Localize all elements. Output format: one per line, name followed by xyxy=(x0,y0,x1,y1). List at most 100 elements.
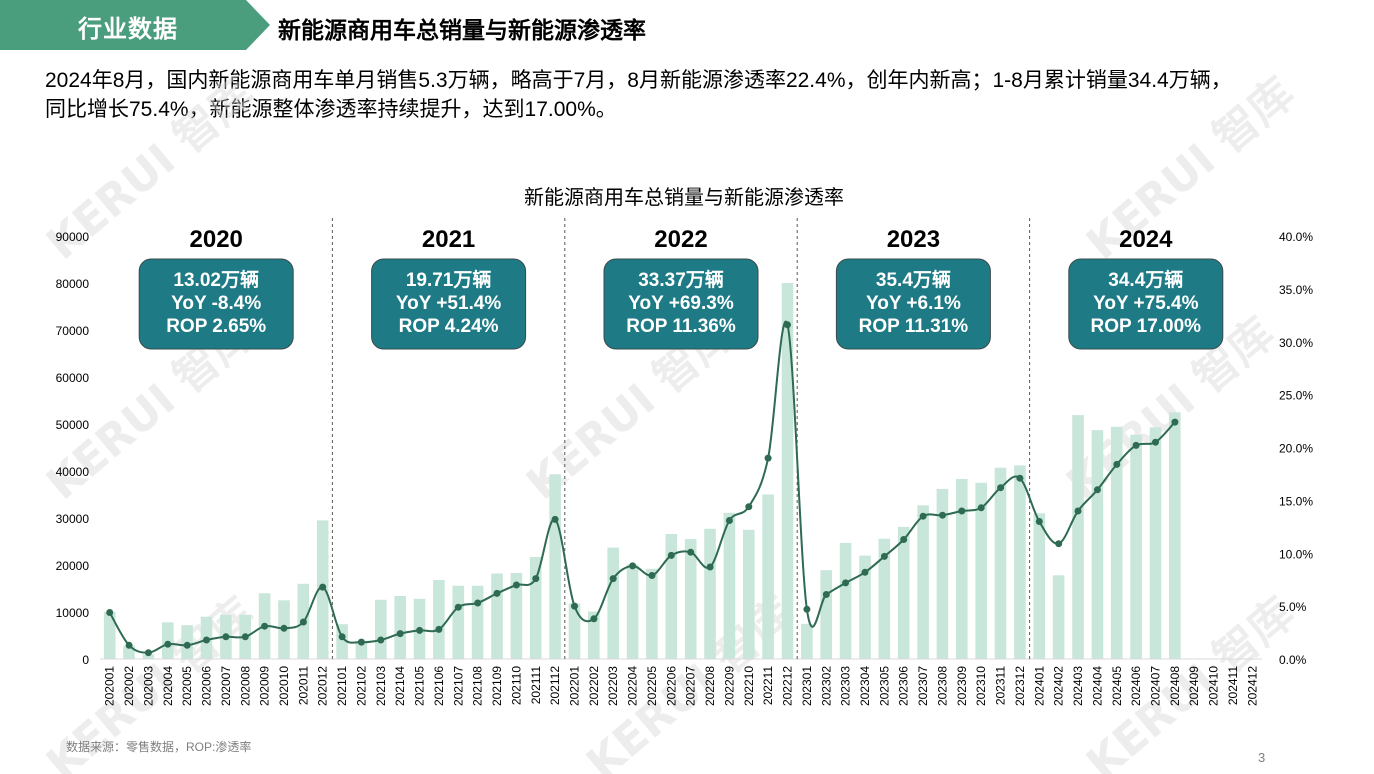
x-axis-tick-label: 202309 xyxy=(955,666,969,706)
sales-bar xyxy=(994,467,1007,659)
x-axis-tick-label: 202004 xyxy=(161,666,175,706)
x-axis-tick-label: 202002 xyxy=(122,666,136,706)
penetration-point xyxy=(590,615,598,623)
x-axis-tick-label: 202102 xyxy=(354,666,368,706)
sales-bar xyxy=(1033,513,1046,659)
sales-bar xyxy=(471,585,484,659)
penetration-point xyxy=(861,568,869,576)
penetration-point xyxy=(745,503,753,511)
x-axis-tick-label: 202005 xyxy=(180,666,194,706)
penetration-line-series xyxy=(106,320,1179,657)
x-axis-tick-label: 202211 xyxy=(761,666,775,705)
x-axis-tick-label: 202205 xyxy=(645,666,659,706)
x-axis-tick-label: 202202 xyxy=(587,666,601,706)
annotation-box-bg xyxy=(1068,258,1224,350)
right-axis-tick-label: 35.0% xyxy=(1279,283,1313,297)
annotation-yoy: YoY +75.4% xyxy=(1093,293,1199,314)
x-axis-tick-label: 202011 xyxy=(296,666,310,705)
year-labels: 2020 2021 2022 2023 2024 xyxy=(190,226,1174,253)
sales-bar xyxy=(704,528,716,659)
x-axis-tick-label: 202402 xyxy=(1052,666,1066,706)
x-axis-tick-label: 202103 xyxy=(374,666,388,706)
sales-bar xyxy=(336,624,348,659)
data-source-note: 数据来源：零售数据，ROP:渗透率 xyxy=(66,740,252,754)
annotation-sales: 13.02万辆 xyxy=(173,268,259,291)
penetration-point xyxy=(764,454,772,462)
penetration-point xyxy=(493,589,501,597)
right-axis-tick-label: 0.0% xyxy=(1279,653,1307,667)
sales-bar xyxy=(123,645,135,659)
sales-bar xyxy=(743,529,755,660)
sales-bar xyxy=(626,564,639,659)
x-axis-tick-label: 202407 xyxy=(1149,666,1163,706)
sales-bar xyxy=(820,570,832,659)
penetration-point xyxy=(784,321,791,329)
x-axis-tick-label: 202302 xyxy=(819,666,833,706)
penetration-point xyxy=(512,581,520,589)
left-axis-tick-label: 70000 xyxy=(56,324,90,338)
section-tag: 行业数据 xyxy=(0,0,272,50)
x-axis-tick-label: 202207 xyxy=(684,666,698,706)
penetration-point xyxy=(842,579,850,587)
sales-bar xyxy=(1091,430,1104,659)
x-axis-tick-label: 202007 xyxy=(219,666,233,706)
sales-bar xyxy=(1110,426,1123,659)
summary-line-1: 2024年8月，国内新能源商用车单月销售5.3万辆，略高于7月，8月新能源渗透率… xyxy=(45,69,1232,92)
left-axis-tick-label: 30000 xyxy=(56,512,90,526)
annotation-box-bg xyxy=(371,258,527,350)
page-title: 新能源商用车总销量与新能源渗透率 xyxy=(278,17,646,43)
x-axis-tick-label: 202208 xyxy=(703,666,717,706)
x-axis-tick-label: 202210 xyxy=(742,666,756,706)
right-axis-tick-label: 40.0% xyxy=(1279,230,1313,244)
year-label: 2020 xyxy=(190,226,243,253)
penetration-point xyxy=(1074,507,1082,515)
penetration-point xyxy=(203,636,210,644)
penetration-point xyxy=(1132,441,1140,449)
left-axis-tick-label: 0 xyxy=(82,653,89,667)
sales-bar xyxy=(975,482,987,660)
summary-line-2: 同比增长75.4%，新能源整体渗透率持续提升，达到17.00%。 xyxy=(45,98,617,121)
right-axis-tick-label: 10.0% xyxy=(1279,547,1313,561)
x-axis-tick-label: 202006 xyxy=(200,666,214,706)
sales-bar xyxy=(510,573,523,659)
x-axis-tick-label: 202201 xyxy=(568,666,582,706)
sales-bar xyxy=(1052,575,1065,659)
x-axis-tick-label: 202203 xyxy=(606,666,620,706)
right-axis: 0.0% 5.0% 10.0% 15.0% 20.0% 25.0% 30.0% 35.0% 40… xyxy=(1279,230,1313,667)
penetration-point xyxy=(919,512,927,520)
annotation-sales: 19.71万辆 xyxy=(406,268,492,291)
left-axis-tick-label: 40000 xyxy=(56,465,90,479)
penetration-point xyxy=(144,649,152,657)
x-axis-tick-label: 202303 xyxy=(839,666,853,706)
penetration-point xyxy=(416,626,424,634)
penetration-point xyxy=(1035,518,1043,525)
penetration-point xyxy=(900,536,908,543)
left-axis-tick-label: 20000 xyxy=(56,559,90,573)
penetration-point xyxy=(667,551,675,559)
sales-bar xyxy=(1014,465,1026,659)
left-axis-tick-label: 10000 xyxy=(56,606,90,620)
chart-title: 新能源商用车总销量与新能源渗透率 xyxy=(524,186,844,209)
x-axis-tick-label: 202012 xyxy=(316,666,330,706)
sales-bar xyxy=(646,568,658,659)
penetration-point xyxy=(571,602,578,610)
x-axis-tick-label: 202105 xyxy=(413,666,427,706)
penetration-point xyxy=(319,583,327,591)
penetration-point xyxy=(261,622,269,630)
sales-bar xyxy=(588,611,600,659)
annotation-rop: ROP 11.31% xyxy=(859,316,969,337)
sales-bar xyxy=(839,542,852,659)
x-axis-tick-label: 202001 xyxy=(103,666,117,706)
penetration-point xyxy=(1055,540,1063,548)
x-axis-tick-label: 202405 xyxy=(1110,666,1124,706)
sales-bar xyxy=(781,283,794,659)
annotation-box-bg xyxy=(835,258,991,350)
sales-bar xyxy=(142,654,155,659)
sales-bar xyxy=(103,612,116,659)
penetration-point xyxy=(377,636,385,644)
x-axis-tick-label: 202111 xyxy=(529,666,543,705)
penetration-point xyxy=(280,624,288,632)
annotation-yoy: YoY +6.1% xyxy=(866,293,961,314)
